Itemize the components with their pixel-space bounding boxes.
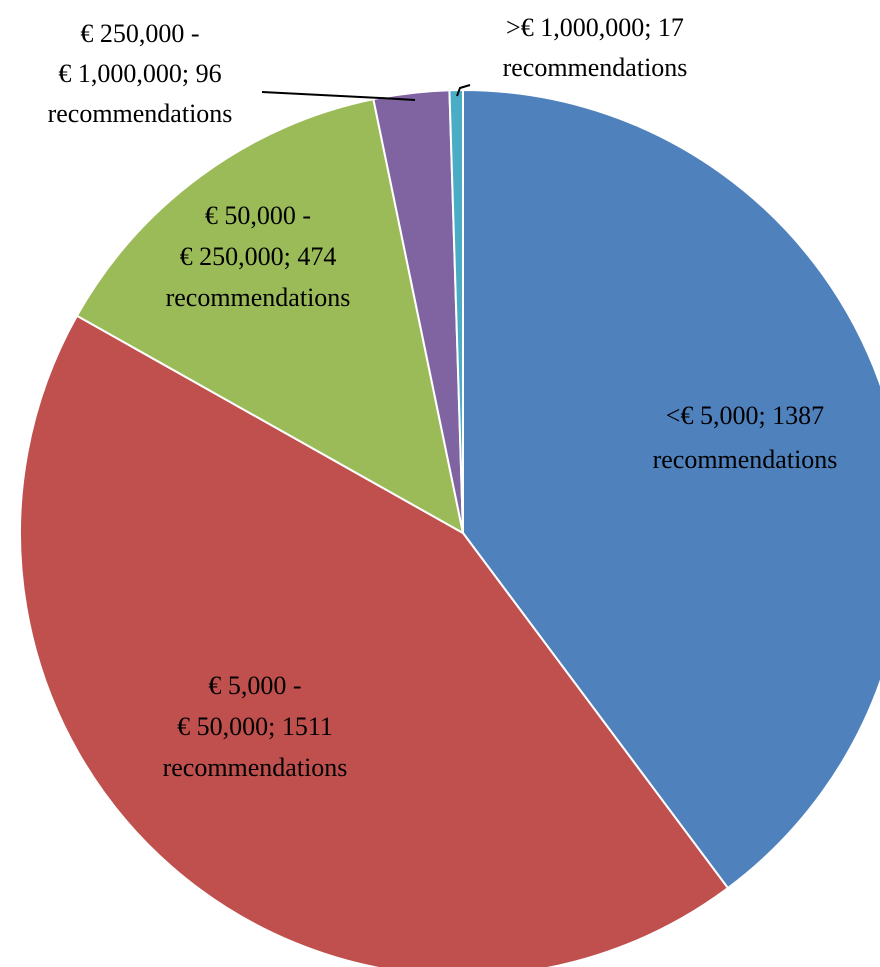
leader-line [456, 84, 471, 97]
data-label: € 250,000 - [80, 19, 199, 48]
leader-line [261, 91, 416, 101]
data-label: >€ 1,000,000; 17 [506, 13, 684, 42]
data-label: € 1,000,000; 96 [58, 59, 221, 88]
pie-slice [75, 97, 465, 535]
data-label: € 50,000; 1511 [177, 712, 333, 741]
data-label: recommendations [166, 283, 351, 312]
pie-slice [448, 88, 464, 534]
pie-slice [462, 88, 880, 890]
data-label: recommendations [163, 753, 348, 782]
data-label: recommendations [48, 99, 233, 128]
data-label: recommendations [653, 445, 838, 474]
data-label: € 250,000; 474 [180, 242, 337, 271]
data-label: € 5,000 - [208, 671, 301, 700]
data-label: recommendations [503, 53, 688, 82]
data-label: € 50,000 - [205, 201, 311, 230]
data-label: <€ 5,000; 1387 [666, 401, 824, 430]
pie-slice [19, 314, 730, 967]
